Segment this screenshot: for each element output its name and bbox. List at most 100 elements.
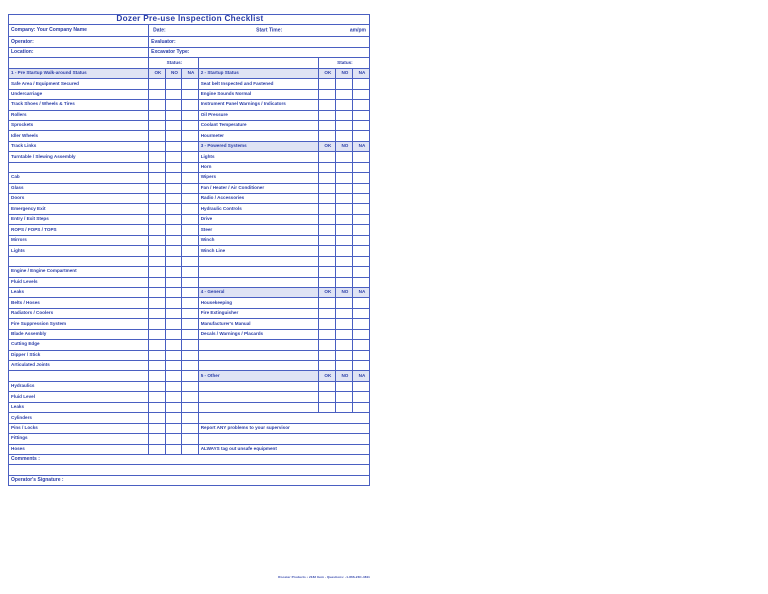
checkbox-na-right[interactable] xyxy=(351,161,371,174)
checkbox-no-left[interactable] xyxy=(164,297,183,309)
checkbox-ok-left[interactable] xyxy=(148,318,166,330)
checkbox-na-right[interactable] xyxy=(351,172,371,184)
checkbox-no-right[interactable] xyxy=(334,161,353,174)
checkbox-no-right[interactable] xyxy=(334,130,353,142)
checkbox-no-left[interactable] xyxy=(164,130,183,142)
checkbox-ok-left[interactable] xyxy=(148,213,166,226)
checkbox-no-right[interactable] xyxy=(334,307,353,320)
checkbox-no-right[interactable] xyxy=(334,224,353,236)
checkbox-no-left[interactable] xyxy=(164,307,183,320)
checkbox-no-left[interactable] xyxy=(164,213,183,226)
checkbox-ok-right[interactable] xyxy=(317,224,336,236)
checkbox-na-left[interactable] xyxy=(181,380,199,393)
checkbox-ok-left[interactable] xyxy=(148,88,166,101)
checkbox-no-right[interactable] xyxy=(334,78,353,90)
checkbox-ok-right[interactable] xyxy=(317,78,336,90)
checkbox-na-left[interactable] xyxy=(181,245,199,257)
checkbox-no-right[interactable] xyxy=(334,391,353,403)
checkbox-na-left[interactable] xyxy=(181,339,199,351)
checkbox-na-left[interactable] xyxy=(181,78,199,90)
checkbox-na-left[interactable] xyxy=(181,192,199,205)
checkbox-ok-left[interactable] xyxy=(148,234,166,247)
checkbox-no-right[interactable] xyxy=(334,318,353,330)
checkbox-ok-right[interactable] xyxy=(317,380,336,393)
checkbox-ok-left[interactable] xyxy=(148,370,166,382)
checkbox-na-left[interactable] xyxy=(181,276,199,288)
checkbox-na-left[interactable] xyxy=(181,391,199,403)
operator-field[interactable]: Operator: xyxy=(7,36,150,48)
checkbox-ok-right[interactable] xyxy=(317,297,336,309)
checkbox-ok-left[interactable] xyxy=(148,130,166,142)
checkbox-no-right[interactable] xyxy=(334,255,353,268)
checkbox-no-right[interactable] xyxy=(334,213,353,226)
checkbox-no-right[interactable] xyxy=(334,297,353,309)
checkbox-no-left[interactable] xyxy=(164,88,183,101)
checkbox-no-left[interactable] xyxy=(164,192,183,205)
checkbox-na-right[interactable] xyxy=(351,119,371,132)
checkbox-na-left[interactable] xyxy=(181,266,199,278)
checkbox-na-left[interactable] xyxy=(181,151,199,163)
checkbox-na-right[interactable] xyxy=(351,151,371,163)
checkbox-ok-left[interactable] xyxy=(148,433,166,445)
checkbox-ok-left[interactable] xyxy=(148,109,166,121)
checkbox-ok-right[interactable] xyxy=(317,307,336,320)
checkbox-no-left[interactable] xyxy=(164,255,183,268)
checkbox-ok-left[interactable] xyxy=(148,380,166,393)
evaluator-field[interactable]: Evaluator: xyxy=(148,36,370,48)
company-field[interactable]: Company: Your Company Name xyxy=(7,24,150,38)
checkbox-na-left[interactable] xyxy=(181,119,199,132)
checkbox-no-left[interactable] xyxy=(164,443,183,455)
checkbox-no-right[interactable] xyxy=(334,339,353,351)
checkbox-ok-left[interactable] xyxy=(148,422,166,435)
checkbox-ok-left[interactable] xyxy=(148,401,166,414)
checkbox-no-right[interactable] xyxy=(334,359,353,372)
checkbox-na-right[interactable] xyxy=(351,203,371,215)
checkbox-na-left[interactable] xyxy=(181,433,199,445)
checkbox-na-right[interactable] xyxy=(351,78,371,90)
checkbox-ok-right[interactable] xyxy=(317,276,336,288)
checkbox-na-left[interactable] xyxy=(181,234,199,247)
checkbox-ok-left[interactable] xyxy=(148,307,166,320)
checkbox-na-right[interactable] xyxy=(351,359,371,372)
checkbox-ok-right[interactable] xyxy=(317,119,336,132)
checkbox-no-left[interactable] xyxy=(164,318,183,330)
checkbox-na-left[interactable] xyxy=(181,297,199,309)
checkbox-no-left[interactable] xyxy=(164,401,183,414)
checkbox-ok-right[interactable] xyxy=(317,161,336,174)
checkbox-na-left[interactable] xyxy=(181,359,199,372)
checkbox-na-left[interactable] xyxy=(181,328,199,341)
checkbox-no-left[interactable] xyxy=(164,161,183,174)
checkbox-na-left[interactable] xyxy=(181,224,199,236)
date-time-field[interactable]: Date: Start Time: am/pm xyxy=(148,24,370,38)
checkbox-no-left[interactable] xyxy=(164,140,183,153)
checkbox-no-right[interactable] xyxy=(334,401,353,414)
checkbox-ok-right[interactable] xyxy=(317,130,336,142)
checkbox-ok-left[interactable] xyxy=(148,266,166,278)
checkbox-no-right[interactable] xyxy=(334,234,353,247)
checkbox-ok-left[interactable] xyxy=(148,297,166,309)
checkbox-no-left[interactable] xyxy=(164,172,183,184)
checkbox-ok-left[interactable] xyxy=(148,119,166,132)
checkbox-ok-right[interactable] xyxy=(317,349,336,362)
checkbox-ok-right[interactable] xyxy=(317,266,336,278)
checkbox-ok-left[interactable] xyxy=(148,391,166,403)
checkbox-ok-left[interactable] xyxy=(148,255,166,268)
checkbox-no-right[interactable] xyxy=(334,151,353,163)
checkbox-no-left[interactable] xyxy=(164,349,183,362)
checkbox-na-left[interactable] xyxy=(181,109,199,121)
checkbox-na-left[interactable] xyxy=(181,286,199,299)
checkbox-no-right[interactable] xyxy=(334,203,353,215)
checkbox-na-right[interactable] xyxy=(351,192,371,205)
checkbox-ok-left[interactable] xyxy=(148,151,166,163)
checkbox-ok-right[interactable] xyxy=(317,245,336,257)
checkbox-na-right[interactable] xyxy=(351,182,371,195)
checkbox-na-left[interactable] xyxy=(181,307,199,320)
checkbox-no-right[interactable] xyxy=(334,380,353,393)
checkbox-no-right[interactable] xyxy=(334,172,353,184)
checkbox-no-left[interactable] xyxy=(164,328,183,341)
checkbox-na-right[interactable] xyxy=(351,339,371,351)
checkbox-na-left[interactable] xyxy=(181,422,199,435)
checkbox-ok-left[interactable] xyxy=(148,276,166,288)
checkbox-ok-left[interactable] xyxy=(148,192,166,205)
checkbox-no-left[interactable] xyxy=(164,433,183,445)
